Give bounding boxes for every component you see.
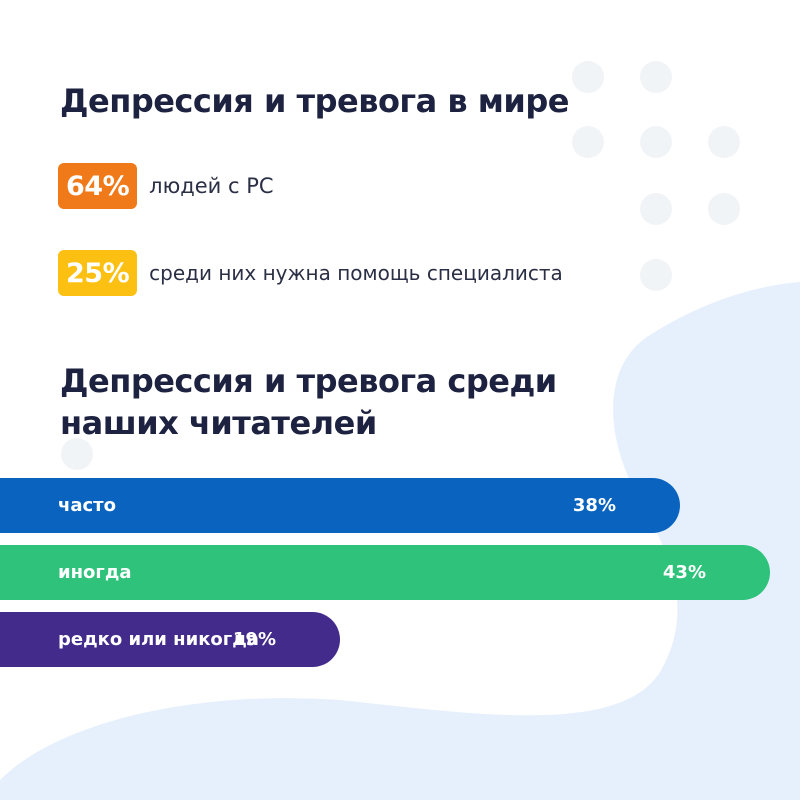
- decor-dot: [708, 126, 740, 158]
- decor-dot: [640, 61, 672, 93]
- decor-dot: [640, 259, 672, 291]
- bar-value-label: 38%: [572, 495, 616, 516]
- bar-category-label: часто: [58, 495, 116, 516]
- stat-row-need-help: 25% среди них нужна помощь специалиста: [58, 249, 563, 297]
- bar: часто 38%: [0, 478, 680, 533]
- bar-category-label: иногда: [58, 562, 132, 583]
- decor-dot: [572, 61, 604, 93]
- decor-dot: [640, 193, 672, 225]
- bar-value-label: 19%: [232, 629, 276, 650]
- background-blob: [0, 282, 800, 800]
- decor-dot: [708, 193, 740, 225]
- stat-badge-25: 25%: [58, 250, 138, 296]
- stat-text-people-with-ms: людей с РС: [149, 174, 274, 198]
- bar-value-label: 43%: [662, 562, 706, 583]
- stat-text-need-help: среди них нужна помощь специалиста: [149, 261, 563, 285]
- readers-section-title: Депрессия и тревога среди наших читателе…: [60, 362, 557, 442]
- readers-bar-chart: часто 38% иногда 43% редко или никогда 19%: [0, 478, 800, 668]
- bar: иногда 43%: [0, 545, 770, 600]
- decor-dot: [61, 438, 93, 470]
- bar: редко или никогда 19%: [0, 612, 340, 667]
- world-section-title: Депрессия и тревога в мире: [60, 82, 569, 120]
- decor-dot: [640, 126, 672, 158]
- bar-category-label: редко или никогда: [58, 629, 259, 650]
- stat-badge-64: 64%: [58, 163, 138, 209]
- decor-dot: [572, 126, 604, 158]
- stat-row-people-with-ms: 64% людей с РС: [58, 162, 274, 210]
